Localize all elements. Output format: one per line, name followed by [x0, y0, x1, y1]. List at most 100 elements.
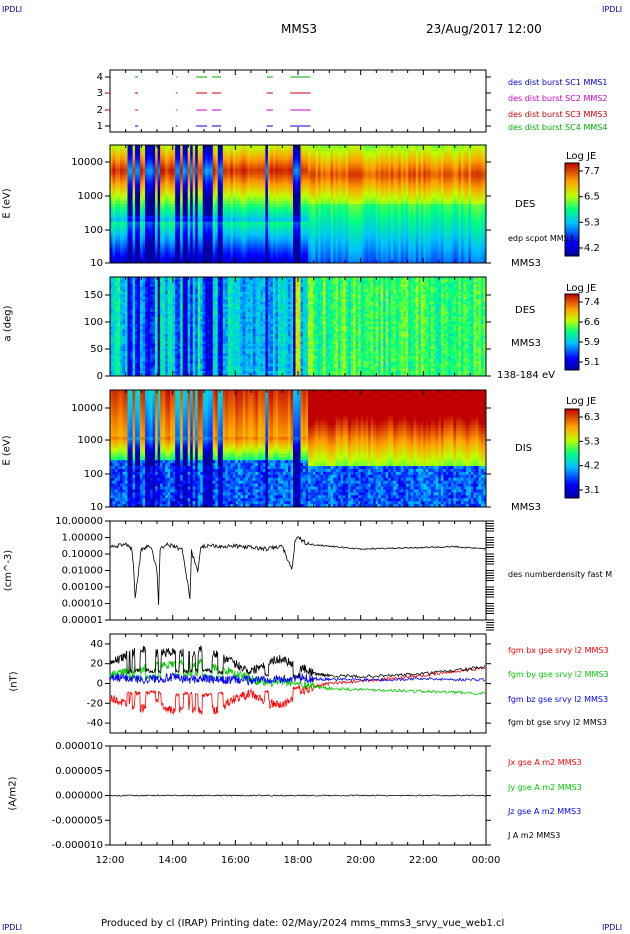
des-energy-cell: [306, 169, 309, 172]
des-energy-cell: [240, 145, 243, 148]
des-energy-cell: [275, 234, 278, 237]
des-energy-cell: [168, 254, 171, 257]
des-energy-cell: [238, 225, 241, 228]
burst-ytick-label: 4: [97, 72, 103, 83]
des-energy-cell: [381, 154, 384, 157]
des-energy-cell: [113, 201, 116, 204]
des-energy-cell: [210, 242, 213, 245]
des-energy-cell: [273, 177, 276, 180]
des-energy-cell: [163, 180, 166, 183]
des-energy-cell: [381, 245, 384, 248]
des-energy-cell: [381, 145, 384, 148]
des-energy-cell: [168, 186, 171, 189]
des-energy-cell: [361, 210, 364, 213]
des-energy-cell: [213, 216, 216, 219]
des-energy-cell: [371, 186, 374, 189]
des-energy-cell: [361, 204, 364, 207]
des-energy-cell: [153, 169, 156, 172]
des-energy-cell: [128, 216, 131, 219]
des-energy-cell: [168, 195, 171, 198]
des-energy-cell: [250, 163, 253, 166]
des-energy-cell: [290, 254, 293, 257]
des-energy-cell: [188, 216, 191, 219]
des-energy-cell: [413, 177, 416, 180]
des-energy-cell: [353, 254, 356, 257]
des-energy-cell: [323, 201, 326, 204]
des-energy-cell: [398, 201, 401, 204]
des-energy-cell: [168, 163, 171, 166]
des-energy-cell: [213, 225, 216, 228]
des-energy-cell: [265, 236, 268, 239]
des-energy-cell: [280, 245, 283, 248]
des-energy-cell: [228, 236, 231, 239]
des-energy-cell: [351, 228, 354, 231]
des-energy-cell: [393, 242, 396, 245]
des-energy-cell: [145, 160, 148, 163]
des-energy-cell: [253, 160, 256, 163]
des-energy-cell: [308, 166, 311, 169]
des-energy-cell: [318, 189, 321, 192]
des-energy-cell: [316, 183, 319, 186]
des-energy-cell: [290, 234, 293, 237]
des-energy-cell: [133, 216, 136, 219]
des-energy-cell: [326, 166, 329, 169]
des-energy-cell: [328, 257, 331, 260]
des-energy-cell: [398, 169, 401, 172]
des-energy-cell: [393, 245, 396, 248]
des-energy-cell: [150, 163, 153, 166]
des-energy-cell: [220, 145, 223, 148]
des-energy-cell: [393, 201, 396, 204]
des-energy-cell: [155, 207, 158, 210]
des-energy-cell: [133, 228, 136, 231]
des-energy-cell: [270, 231, 273, 234]
des-energy-cell: [123, 154, 126, 157]
des-energy-cell: [213, 234, 216, 237]
des-energy-cell: [313, 234, 316, 237]
des-energy-cell: [235, 189, 238, 192]
des-energy-cell: [333, 207, 336, 210]
des-energy-cell: [336, 239, 339, 242]
des-energy-cell: [341, 163, 344, 166]
des-energy-cell: [200, 151, 203, 154]
des-energy-cell: [323, 180, 326, 183]
des-energy-cell: [298, 172, 301, 175]
des-energy-cell: [406, 248, 409, 251]
des-energy-cell: [348, 169, 351, 172]
des-energy-cell: [356, 180, 359, 183]
des-energy-cell: [218, 234, 221, 237]
des-energy-cell: [366, 239, 369, 242]
des-energy-cell: [356, 239, 359, 242]
des-energy-cell: [208, 195, 211, 198]
des-energy-cell: [245, 257, 248, 260]
des-energy-cell: [348, 175, 351, 178]
des-energy-cell: [308, 192, 311, 195]
des-energy-cell: [403, 213, 406, 216]
des-energy-cell: [215, 183, 218, 186]
des-energy-cell: [155, 195, 158, 198]
des-energy-cell: [135, 204, 138, 207]
des-energy-cell: [376, 186, 379, 189]
des-energy-cell: [398, 248, 401, 251]
des-energy-cell: [150, 145, 153, 148]
des-energy-cell: [140, 207, 143, 210]
des-energy-cell: [240, 225, 243, 228]
des-energy-cell: [366, 245, 369, 248]
des-energy-cell: [383, 236, 386, 239]
des-energy-cell: [303, 245, 306, 248]
des-energy-cell: [366, 163, 369, 166]
des-energy-cell: [341, 242, 344, 245]
des-energy-cell: [348, 222, 351, 225]
des-energy-cell: [255, 231, 258, 234]
des-energy-cell: [205, 216, 208, 219]
des-energy-cell: [348, 166, 351, 169]
des-energy-cell: [188, 148, 191, 151]
des-energy-cell: [240, 234, 243, 237]
des-energy-cell: [308, 154, 311, 157]
des-energy-cell: [255, 254, 258, 257]
des-energy-cell: [388, 204, 391, 207]
des-energy-cell: [316, 157, 319, 160]
des-energy-cell: [406, 228, 409, 231]
des-energy-cell: [316, 177, 319, 180]
des-energy-cell: [373, 189, 376, 192]
des-energy-cell: [260, 234, 263, 237]
